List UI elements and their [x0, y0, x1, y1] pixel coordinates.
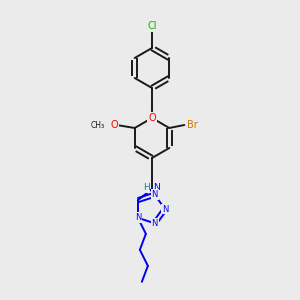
- Text: Br: Br: [187, 120, 198, 130]
- Text: N: N: [152, 219, 158, 228]
- Text: N: N: [152, 190, 158, 199]
- Text: CH₃: CH₃: [91, 121, 105, 130]
- Text: N: N: [135, 213, 141, 222]
- Text: H: H: [142, 184, 149, 193]
- Text: Cl: Cl: [147, 21, 157, 31]
- Text: N: N: [154, 184, 160, 193]
- Text: O: O: [148, 113, 156, 123]
- Text: O: O: [111, 120, 118, 130]
- Text: N: N: [162, 205, 168, 214]
